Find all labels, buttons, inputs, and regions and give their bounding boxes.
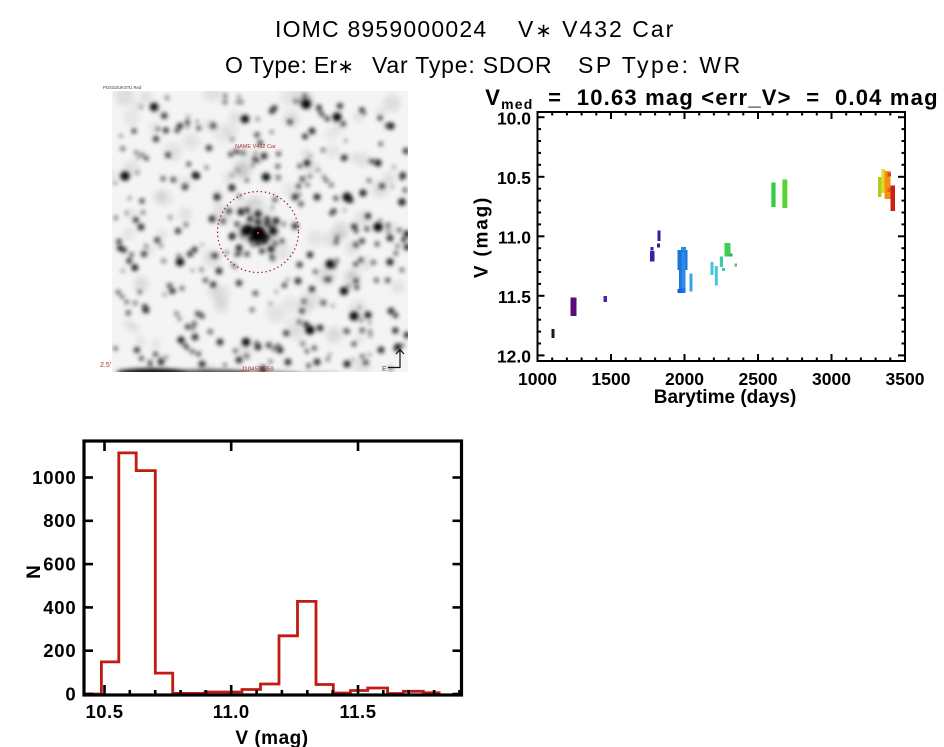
svg-text:V (mag): V (mag) (472, 196, 493, 278)
svg-text:J104538-59: J104538-59 (241, 366, 274, 372)
svg-text:11.0: 11.0 (498, 228, 531, 248)
svg-text:400: 400 (43, 597, 76, 618)
svg-text:11.5: 11.5 (498, 287, 531, 307)
svg-text:1000: 1000 (32, 467, 76, 488)
svg-text:11.0: 11.0 (213, 701, 250, 722)
svg-text:V (mag): V (mag) (235, 728, 308, 747)
svg-text:Vmed = 10.63 mag <err_V> =: Vmed = 10.63 mag <err_V> = 0.04 mag (485, 85, 939, 112)
svg-text:10.5: 10.5 (497, 168, 531, 188)
svg-text:200: 200 (43, 640, 76, 661)
svg-text:10.5: 10.5 (85, 701, 123, 722)
svg-text:3500: 3500 (886, 369, 925, 389)
svg-text:E: E (382, 366, 387, 372)
svg-text:2000: 2000 (665, 369, 704, 389)
svg-text:NAME V432 Car: NAME V432 Car (235, 144, 276, 150)
svg-text:10.0: 10.0 (497, 108, 531, 128)
svg-text:800: 800 (43, 510, 76, 531)
svg-text:1500: 1500 (592, 369, 631, 389)
svg-text:Barytime (days): Barytime (days) (654, 387, 797, 408)
svg-text:N: N (24, 565, 45, 579)
svg-text:12.0: 12.0 (497, 347, 531, 367)
svg-text:3000: 3000 (812, 369, 851, 389)
svg-text:1000: 1000 (518, 369, 557, 389)
svg-text:0: 0 (65, 683, 76, 704)
svg-text:11.5: 11.5 (340, 701, 377, 722)
svg-text:2500: 2500 (739, 369, 778, 389)
svg-text:600: 600 (43, 554, 76, 575)
